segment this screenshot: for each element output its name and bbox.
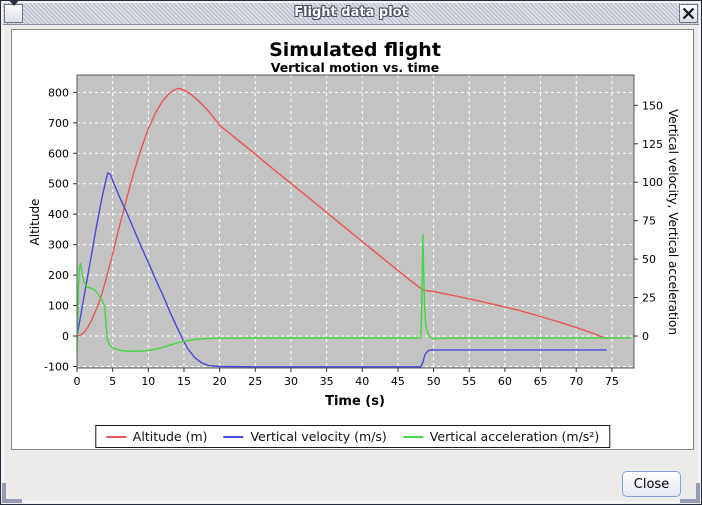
svg-text:45: 45 (391, 375, 405, 388)
legend-label: Altitude (m) (132, 429, 208, 444)
svg-text:50: 50 (427, 375, 441, 388)
titlebar[interactable]: Flight data plot (3, 0, 699, 25)
svg-text:0: 0 (62, 330, 69, 343)
svg-text:100: 100 (642, 176, 663, 189)
svg-text:300: 300 (48, 239, 69, 252)
resize-corner-bottom-left[interactable] (2, 483, 6, 503)
svg-text:20: 20 (213, 375, 227, 388)
svg-text:Vertical motion vs. time: Vertical motion vs. time (271, 60, 440, 75)
svg-text:60: 60 (498, 375, 512, 388)
chart-legend: Altitude (m) Vertical velocity (m/s) Verti… (94, 425, 611, 448)
close-button[interactable]: Close (622, 471, 681, 497)
svg-text:75: 75 (642, 215, 656, 228)
svg-text:55: 55 (462, 375, 476, 388)
legend-item: Altitude (m) (105, 429, 208, 444)
svg-text:200: 200 (48, 269, 69, 282)
svg-text:600: 600 (48, 147, 69, 160)
flight-chart-plot-area[interactable]: -100010020030040050060070080002550751001… (12, 30, 693, 449)
window-close-button[interactable] (679, 4, 698, 23)
svg-text:25: 25 (642, 292, 656, 305)
svg-text:40: 40 (355, 375, 369, 388)
svg-text:0: 0 (74, 375, 81, 388)
legend-line-swatch (402, 435, 423, 438)
legend-item: Vertical velocity (m/s) (223, 429, 387, 444)
svg-text:500: 500 (48, 178, 69, 191)
svg-text:0: 0 (642, 330, 649, 343)
legend-label: Vertical acceleration (m/s²) (429, 429, 600, 444)
legend-item: Vertical acceleration (m/s²) (402, 429, 600, 444)
svg-text:100: 100 (48, 300, 69, 313)
chart-panel: -100 0 100 200 300 400 500 600 700 800 0 25 50 75 100 1… (11, 29, 694, 450)
svg-text:150: 150 (642, 99, 663, 112)
svg-text:65: 65 (534, 375, 548, 388)
svg-text:Simulated flight: Simulated flight (269, 39, 441, 61)
svg-text:30: 30 (284, 375, 298, 388)
svg-text:-100: -100 (44, 360, 69, 373)
svg-text:125: 125 (642, 138, 663, 151)
svg-text:10: 10 (141, 375, 155, 388)
svg-text:50: 50 (642, 253, 656, 266)
legend-line-swatch (105, 435, 126, 438)
svg-text:Time (s): Time (s) (325, 394, 385, 409)
svg-text:75: 75 (605, 375, 619, 388)
svg-text:15: 15 (177, 375, 191, 388)
legend-line-swatch (223, 435, 244, 438)
window-menu-button[interactable] (4, 0, 23, 23)
resize-corner-bottom-right[interactable] (696, 483, 700, 503)
svg-text:Altitude: Altitude (28, 199, 42, 246)
window-title: Flight data plot (294, 5, 408, 20)
svg-text:700: 700 (48, 117, 69, 130)
window-menu-icon (7, 0, 20, 21)
svg-text:Vertical velocity, Vertical ac: Vertical velocity, Vertical acceleration (666, 109, 680, 335)
svg-text:70: 70 (569, 375, 583, 388)
svg-text:35: 35 (320, 375, 334, 388)
close-icon (682, 7, 695, 20)
svg-text:5: 5 (109, 375, 116, 388)
svg-text:800: 800 (48, 86, 69, 99)
svg-text:400: 400 (48, 208, 69, 221)
legend-label: Vertical velocity (m/s) (250, 429, 387, 444)
svg-text:25: 25 (248, 375, 262, 388)
